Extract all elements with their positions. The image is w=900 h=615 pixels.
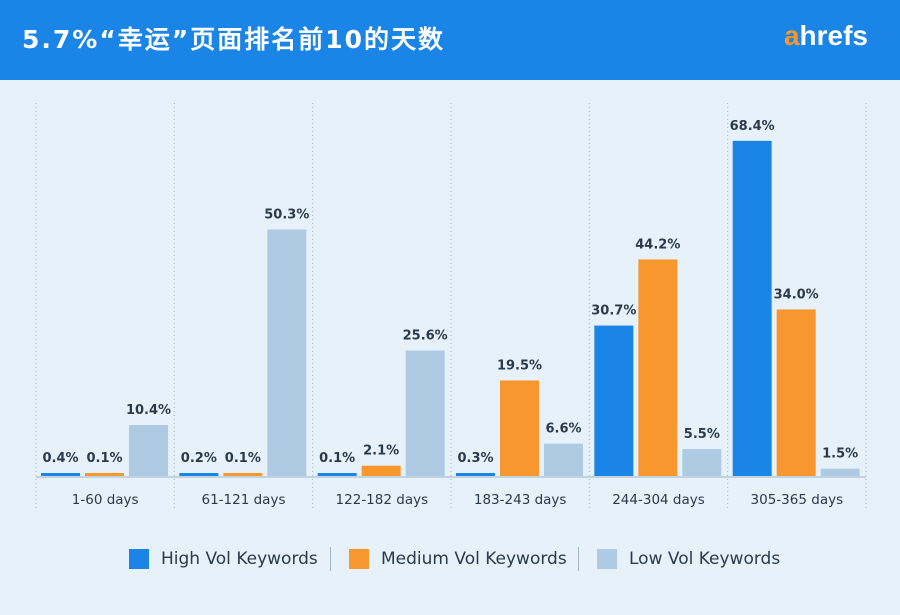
data-label: 10.4% (126, 403, 171, 418)
legend: High Vol Keywords Medium Vol Keywords Lo… (0, 545, 900, 573)
legend-separator (330, 547, 331, 571)
legend-item-low: Low Vol Keywords (597, 545, 780, 573)
bar-medium (500, 380, 539, 476)
bar-low (544, 443, 583, 476)
bar-high (179, 473, 219, 476)
bar-medium (776, 309, 816, 476)
chart-title: 5.7%“幸运”页面排名前10的天数 (22, 25, 445, 54)
bar-high (456, 473, 495, 476)
x-tick-label: 305-365 days (751, 492, 844, 508)
data-label: 1.5% (822, 447, 858, 462)
bar-medium (361, 465, 401, 476)
data-label: 19.5% (497, 358, 542, 373)
bar-low (267, 229, 307, 476)
data-label: 0.1% (319, 451, 355, 466)
legend-item-high: High Vol Keywords (129, 545, 318, 573)
data-label: 44.2% (635, 237, 680, 252)
bar-low (682, 449, 722, 476)
data-label: 0.3% (457, 451, 493, 466)
legend-label-medium: Medium Vol Keywords (381, 549, 567, 569)
x-tick-label: 1-60 days (72, 492, 139, 508)
bar-high (732, 140, 772, 476)
bar-high (317, 473, 357, 476)
bar-medium (638, 259, 678, 476)
x-tick-label: 61-121 days (202, 492, 286, 508)
ahrefs-logo: ahrefs (784, 20, 868, 52)
header-bar: 5.7%“幸运”页面排名前10的天数 ahrefs (0, 0, 900, 80)
legend-label-low: Low Vol Keywords (629, 549, 781, 569)
legend-swatch-medium (349, 549, 369, 569)
data-label: 50.3% (264, 208, 309, 223)
data-label: 6.6% (545, 422, 581, 437)
data-label: 5.5% (684, 427, 720, 442)
data-label: 0.1% (86, 451, 122, 466)
data-label: 25.6% (403, 329, 448, 344)
data-label: 2.1% (363, 444, 399, 459)
data-label: 0.4% (42, 451, 78, 466)
data-label: 30.7% (591, 304, 636, 319)
data-label: 0.2% (181, 451, 217, 466)
bar-low (820, 468, 860, 476)
legend-swatch-high (129, 549, 149, 569)
data-label: 68.4% (730, 119, 775, 134)
bar-medium (223, 473, 263, 476)
logo-letter-a: a (783, 20, 800, 51)
bar-high (41, 473, 80, 476)
legend-separator (578, 547, 579, 571)
bar-low (405, 350, 445, 476)
data-label: 0.1% (225, 451, 261, 466)
x-tick-label: 183-243 days (474, 492, 567, 508)
legend-item-medium: Medium Vol Keywords (349, 545, 567, 573)
x-tick-label: 244-304 days (612, 492, 705, 508)
bar-high (594, 325, 634, 476)
logo-letters-rest: hrefs (799, 20, 868, 51)
legend-label-high: High Vol Keywords (161, 549, 318, 569)
x-tick-label: 122-182 days (336, 492, 429, 508)
bar-medium (85, 473, 124, 476)
bar-low (129, 425, 168, 476)
legend-swatch-low (597, 549, 617, 569)
data-label: 34.0% (774, 287, 819, 302)
